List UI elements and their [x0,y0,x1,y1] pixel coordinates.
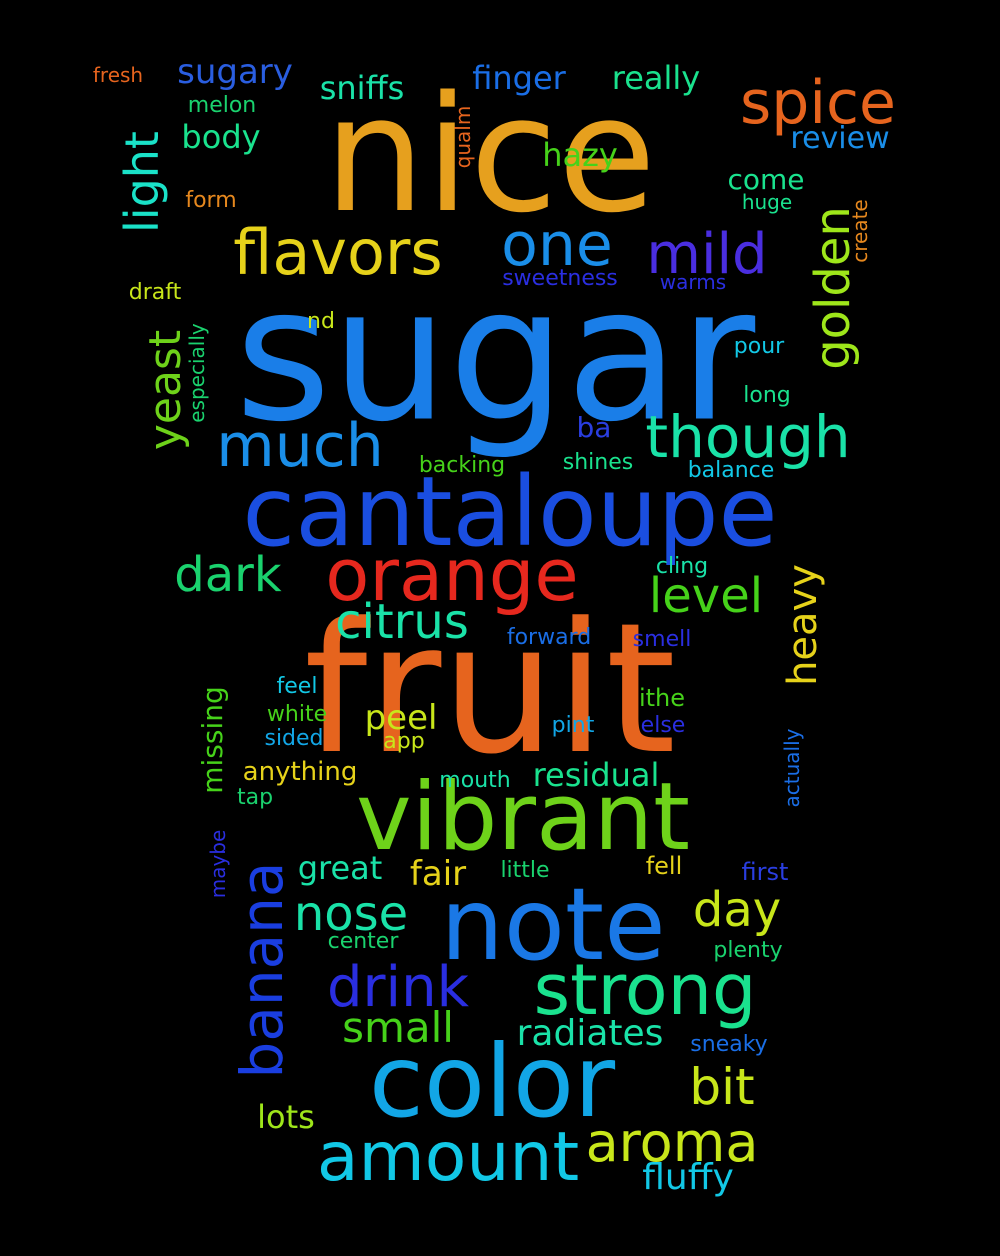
word-else: else [640,713,686,738]
word-sneaky: sneaky [690,1032,768,1057]
word-much: much [216,411,384,481]
word-strong: strong [533,949,757,1031]
word-forward: forward [506,625,592,650]
word-app: app [383,729,425,754]
word-light: light [115,131,169,233]
word-vibrant: vibrant [355,763,691,872]
word-shines: shines [562,450,634,475]
word-first: first [741,858,789,886]
word-especially: especially [185,323,209,423]
word-huge: huge [741,190,793,214]
word-one: one [501,210,613,280]
word-form: form [185,188,237,213]
word-color: color [368,1023,616,1140]
word-lots: lots [257,1098,315,1136]
word-review: review [790,121,890,156]
word-sugary: sugary [177,52,293,92]
word-nose: nose [293,886,409,942]
word-fresh: fresh [92,63,144,87]
word-pour: pour [733,334,785,359]
word-fell: fell [645,852,683,880]
word-qualm: qualm [451,105,475,169]
word-note: note [440,866,666,983]
word-banana: banana [228,861,296,1079]
word-finger: finger [472,59,566,97]
word-create: create [848,199,872,263]
word-peel: peel [364,698,438,738]
word-heavy: heavy [780,564,826,686]
word-cantaloupe: cantaloupe [242,456,778,568]
word-yeast: yeast [140,329,191,451]
word-ba: ba [576,411,612,444]
word-little: little [500,858,550,883]
word-spice: spice [740,68,896,138]
word-citrus: citrus [335,594,469,650]
word-backing: backing [418,453,506,478]
word-plenty: plenty [713,938,783,963]
word-come: come [727,163,805,196]
word-sided: sided [264,726,324,751]
word-tap: tap [236,785,274,810]
word-sniffs: sniffs [319,69,405,107]
word-cling: cling [655,554,709,579]
word-center: center [327,929,399,954]
word-fluffy: fluffy [642,1157,734,1198]
word-long: long [743,383,791,408]
word-sugar: sugar [234,246,756,463]
word-fair: fair [409,854,467,894]
word-pint: pint [551,713,595,738]
word-though: though [645,403,851,471]
word-dark: dark [174,547,282,603]
word-flavors: flavors [233,216,443,289]
word-small: small [342,1003,454,1052]
word-warms: warms [659,270,727,294]
word-nice: nice [323,61,657,248]
word-feel: feel [276,674,318,699]
word-missing: missing [196,686,229,794]
word-really: really [611,59,701,97]
word-level: level [648,568,764,624]
word-fruit: fruit [303,585,677,794]
word-maybe: maybe [206,829,230,899]
word-balance: balance [687,458,775,483]
word-mild: mild [646,222,768,287]
word-smell: smell [632,627,692,652]
word-melon: melon [187,93,257,118]
word-draft: draft [128,280,182,305]
word-amount: amount [316,1118,580,1197]
word-actually: actually [780,728,804,808]
word-drink: drink [326,955,470,1020]
word-great: great [297,849,383,887]
word-day: day [692,882,782,938]
word-aroma: aroma [585,1111,759,1174]
word-white: white [266,702,328,727]
word-anything: anything [242,757,358,787]
word-hazy: hazy [542,136,618,174]
word-nd: nd [307,309,335,334]
word-ithe: ithe [638,684,686,712]
word-bit: bit [689,1058,755,1116]
word-residual: residual [532,756,660,794]
word-sweetness: sweetness [502,266,618,291]
word-body: body [181,118,261,156]
word-orange: orange [325,533,579,617]
word-radiates: radiates [516,1013,664,1054]
word-mouth: mouth [439,768,511,793]
